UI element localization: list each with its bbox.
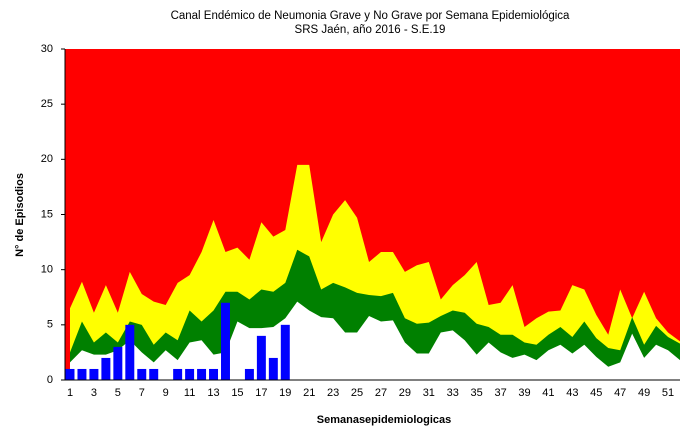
x-tick-label: 11 xyxy=(184,387,195,399)
bar xyxy=(113,346,123,380)
x-tick-label: 21 xyxy=(303,387,315,399)
chart-title: Canal Endémico de Neumonia Grave y No Gr… xyxy=(171,10,570,22)
bar xyxy=(185,368,195,380)
y-tick-label: 15 xyxy=(41,208,53,220)
y-tick-label: 0 xyxy=(47,374,53,386)
x-tick-label: 25 xyxy=(351,387,363,399)
x-tick-label: 31 xyxy=(423,387,435,399)
x-axis-title: Semanasepidemiologicas xyxy=(317,414,452,426)
bar xyxy=(77,368,87,380)
x-tick-label: 35 xyxy=(471,387,483,399)
y-axis-title: N° de Episodios xyxy=(14,173,26,257)
x-tick-label: 19 xyxy=(279,387,291,399)
bar xyxy=(221,302,230,380)
x-tick-label: 23 xyxy=(327,387,339,399)
bar xyxy=(89,368,99,380)
bar xyxy=(280,324,290,380)
bar xyxy=(65,368,75,380)
bar xyxy=(125,324,135,380)
x-tick-label: 15 xyxy=(231,387,243,399)
bar xyxy=(101,357,111,380)
x-tick-label: 43 xyxy=(566,387,578,399)
bar xyxy=(256,335,266,380)
y-tick-label: 5 xyxy=(47,319,53,331)
x-tick-label: 13 xyxy=(207,387,219,399)
x-tick-label: 7 xyxy=(139,387,145,399)
x-tick-label: 1 xyxy=(67,387,73,399)
y-tick-label: 25 xyxy=(41,98,53,110)
bar xyxy=(268,357,278,380)
bar xyxy=(173,368,183,380)
x-tick-label: 49 xyxy=(638,387,650,399)
bar xyxy=(197,368,207,380)
x-tick-label: 33 xyxy=(447,387,459,399)
x-tick-label: 17 xyxy=(255,387,267,399)
y-tick-label: 30 xyxy=(41,43,53,55)
x-tick-label: 5 xyxy=(115,387,121,399)
bar xyxy=(149,368,159,380)
bar xyxy=(244,368,254,380)
x-tick-label: 29 xyxy=(399,387,411,399)
chart-subtitle: SRS Jaén, año 2016 - S.E.19 xyxy=(295,24,446,36)
x-tick-label: 3 xyxy=(91,387,97,399)
bar xyxy=(137,368,147,380)
bar xyxy=(209,368,219,380)
x-tick-label: 27 xyxy=(375,387,387,399)
x-tick-label: 41 xyxy=(542,387,554,399)
x-tick-label: 51 xyxy=(662,387,674,399)
x-tick-label: 47 xyxy=(614,387,626,399)
y-tick-label: 10 xyxy=(41,264,53,276)
x-tick-label: 45 xyxy=(590,387,602,399)
x-tick-label: 39 xyxy=(518,387,530,399)
x-tick-label: 37 xyxy=(494,387,506,399)
x-tick-label: 9 xyxy=(163,387,169,399)
y-tick-label: 20 xyxy=(41,153,53,165)
